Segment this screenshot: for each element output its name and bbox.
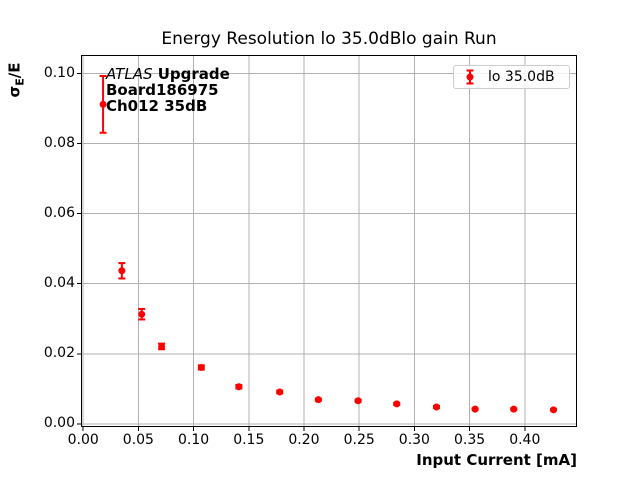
data-point [393,400,401,408]
axes-frame [81,55,577,427]
data-point [158,342,166,350]
annotation: ATLAS Upgrade Board186975 Ch012 35dB [106,66,230,114]
x-axis-label: Input Current [mA] [416,451,577,469]
annotation-channel: Ch012 35dB [106,97,208,115]
annotation-line-experiment: ATLAS Upgrade [106,66,230,82]
ylabel-subscript: E [13,78,27,86]
x-tick-label: 0.20 [288,432,320,448]
y-tick-label: 0.02 [43,344,75,361]
x-tick-label: 0.40 [509,432,541,448]
chart-title: Energy Resolution lo 35.0dBlo gain Run [161,29,497,49]
data-point [138,310,146,318]
y-tick-label: 0.10 [43,64,75,81]
data-point [197,363,205,371]
x-tick-label: 0.25 [343,432,375,448]
x-tick-label: 0.15 [233,432,265,448]
x-tick-label: 0.10 [178,432,210,448]
data-point [276,388,284,396]
ylabel-sigma: σ [5,85,24,98]
data-point [99,100,107,108]
x-tick-label: 0.05 [122,432,154,448]
data-point [314,396,322,404]
y-axis-label: σE/E [6,63,27,98]
x-tick-label: 0.35 [453,432,486,448]
annotation-board: Board186975 [106,81,219,99]
annotation-experiment: ATLAS [106,65,153,83]
data-point [432,403,440,411]
legend: lo 35.0dB [453,65,570,89]
y-tick-label: 0.06 [43,204,75,221]
x-tick-label: 0.30 [398,432,430,448]
legend-label: lo 35.0dB [488,69,555,85]
data-point [118,267,126,275]
errorbar-marker-icon [466,69,474,85]
data-point [510,405,518,413]
data-point [471,405,479,413]
ylabel-rest: /E [5,62,24,79]
x-tick-label: 0.00 [67,432,99,448]
y-tick-label: 0.04 [43,274,75,291]
y-tick-label: 0.00 [43,414,75,431]
annotation-experiment-suffix: Upgrade [152,65,230,83]
data-point [354,397,362,405]
data-point [235,383,243,391]
data-point [549,406,557,414]
y-tick-label: 0.08 [43,134,75,151]
